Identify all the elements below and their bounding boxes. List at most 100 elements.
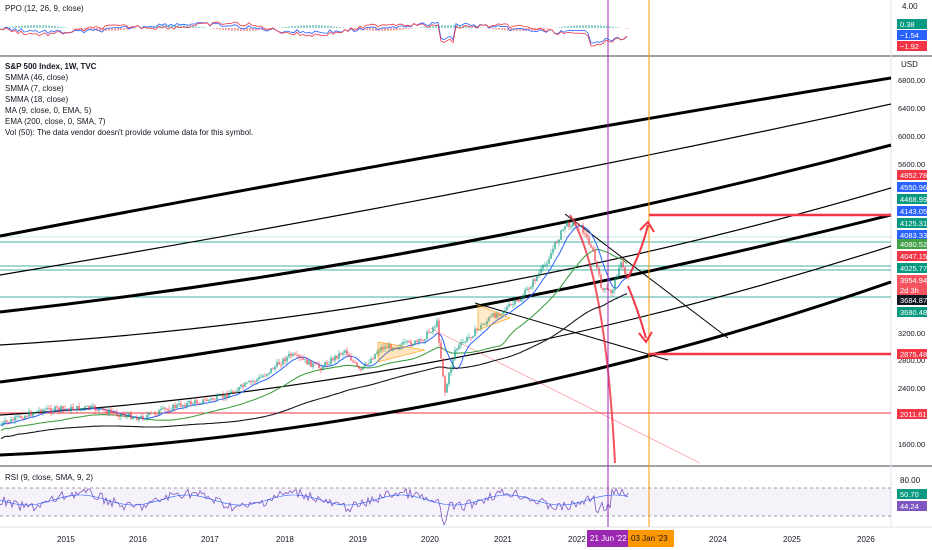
candle-body [396, 347, 398, 349]
ema-200-line[interactable] [0, 293, 628, 440]
candle-body [488, 317, 490, 321]
candle-body [372, 358, 374, 360]
ppo-hist-bar [597, 25, 599, 28]
ppo-hist-bar [228, 28, 230, 31]
candle-body [344, 350, 346, 353]
price-scale-tick: 2400.00 [898, 384, 925, 393]
candle-body [16, 416, 18, 418]
rsi-sma-line[interactable] [0, 494, 629, 506]
candle-body [102, 407, 104, 410]
channel-curve-6[interactable] [0, 245, 892, 416]
legend-ma-9[interactable]: MA (9, close, 0, EMA, 5) [5, 106, 92, 115]
candle-body [348, 354, 350, 357]
ma-green-line[interactable] [0, 249, 628, 432]
ppo-hist-bar [468, 26, 470, 28]
price-label-badge [897, 194, 927, 204]
ppo-hist-bar [393, 28, 395, 31]
rsi-line[interactable] [0, 487, 629, 526]
legend-vol-50[interactable]: Vol (50): The data vendor doesn't provid… [5, 128, 254, 137]
triangle-pattern-1[interactable] [377, 341, 426, 363]
candle-body [388, 344, 390, 349]
ppo-hist-bar [606, 26, 608, 28]
candle-body [154, 412, 156, 415]
ppo-hist-bar [186, 25, 188, 28]
candle-body [586, 234, 588, 238]
arrow-down[interactable] [627, 285, 647, 339]
ppo-line[interactable] [0, 21, 628, 44]
ppo-hist-bar [528, 28, 530, 31]
channel-curve-3[interactable] [0, 143, 892, 314]
ppo-hist-bar [81, 28, 83, 30]
main-price-axis[interactable]: USD 6800.00 6400.00 6000.00 5600.00 3200.00 28… [897, 60, 927, 449]
candle-body [592, 247, 594, 251]
smma-46-line[interactable] [0, 249, 628, 432]
legend-smma-18[interactable]: SMMA (18, close) [5, 95, 69, 104]
candle-body [80, 408, 82, 411]
candle-body [138, 417, 140, 421]
candle-body [444, 376, 446, 393]
candle-body [58, 407, 60, 411]
candle-body [328, 364, 330, 366]
ppo-hist-bar [198, 26, 200, 28]
ppo-value-label-badge [897, 41, 927, 51]
trendline-down-1[interactable] [564, 213, 729, 339]
ppo-hist-bar [318, 25, 320, 28]
price-scale-tick: 6400.00 [898, 104, 925, 113]
candle-body [312, 363, 314, 368]
ppo-hist-bar [426, 26, 428, 28]
ppo-hist-bar [492, 28, 494, 30]
ppo-hist-bar [258, 28, 260, 31]
candle-body [350, 357, 352, 361]
candle-body [276, 362, 278, 367]
candle-body [74, 409, 76, 411]
candle-body [498, 313, 500, 316]
candle-body [570, 226, 572, 227]
ma-blue-line[interactable] [0, 224, 628, 427]
trendline-down-2[interactable] [474, 302, 669, 361]
time-marker-badge [628, 530, 674, 547]
ppo-hist-bar [171, 25, 173, 28]
time-axis[interactable]: 2015 2016 2017 2018 2019 2020 2021 2022 2024 2025… [57, 530, 875, 547]
candle-body [298, 355, 300, 358]
candle-body [178, 403, 180, 405]
ema-black-line[interactable] [0, 293, 628, 440]
candle-body [376, 352, 378, 354]
candle-body [564, 226, 566, 230]
ppo-signal-line[interactable] [0, 21, 628, 47]
legend-ema-200[interactable]: EMA (200, close, 0, SMA, 7) [5, 117, 106, 126]
channel-curve-bottom[interactable] [0, 280, 892, 457]
candle-body [424, 339, 426, 341]
candle-body [230, 391, 232, 394]
channel-curve-5[interactable] [0, 213, 892, 384]
year-tick: 2015 [57, 535, 75, 544]
ppo-hist-bar [213, 28, 215, 29]
ppo-title[interactable]: PPO (12, 26, 9, close) [5, 4, 84, 13]
curve-projection[interactable] [569, 214, 616, 464]
candle-series[interactable] [0, 217, 628, 427]
legend-smma-7[interactable]: SMMA (7, close) [5, 84, 64, 93]
rsi-title[interactable]: RSI (9, close, SMA, 9, 2) [5, 473, 94, 482]
trendline-pink[interactable] [429, 327, 701, 464]
ppo-hist-bar [609, 26, 611, 28]
price-scale-tick: 2800.00 [898, 356, 925, 365]
candle-body [406, 341, 408, 343]
triangle-pattern-2[interactable] [477, 304, 511, 331]
year-tick: 2024 [709, 535, 727, 544]
ppo-price-axis[interactable]: 4.00 0.38 −1.54 −1.92 [897, 2, 927, 51]
candle-body [106, 410, 108, 414]
symbol-title[interactable]: S&P 500 Index, 1W, TVC [5, 62, 97, 71]
channel-curve-top[interactable] [0, 76, 892, 238]
smma-18-line[interactable] [0, 224, 628, 427]
ppo-hist-bar [102, 28, 104, 31]
arrow-up[interactable] [627, 224, 649, 279]
candle-body [186, 402, 188, 407]
candle-body [8, 421, 10, 423]
ppo-hist-bar [447, 25, 449, 28]
candle-body [616, 276, 618, 279]
channel-curve-2[interactable] [0, 103, 892, 276]
legend-smma-46[interactable]: SMMA (46, close) [5, 73, 69, 82]
candle-body [556, 242, 558, 244]
channel-curve-4[interactable] [0, 187, 892, 346]
rsi-price-axis[interactable]: 80.00 50.70 44.24 [897, 476, 927, 511]
